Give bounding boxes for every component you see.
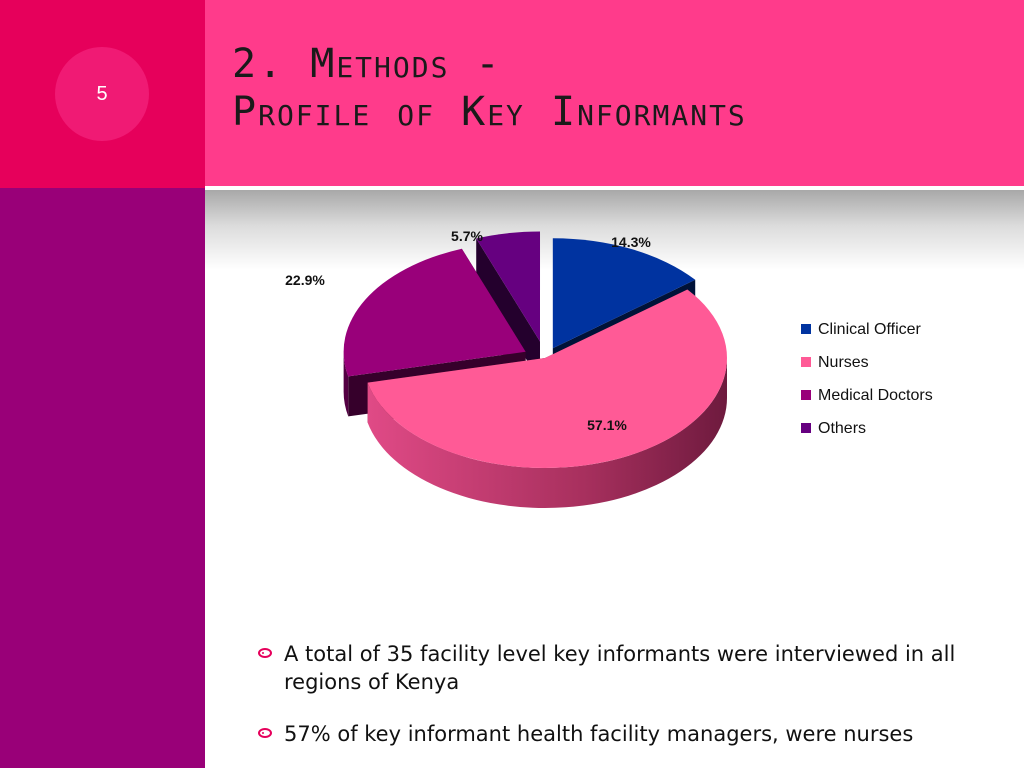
legend-entry: Clinical Officer xyxy=(818,321,922,338)
bullet-item: A total of 35 facility level key informa… xyxy=(258,640,998,696)
legend-swatch xyxy=(801,390,811,400)
slice-top xyxy=(476,231,541,342)
header-divider xyxy=(205,186,1024,190)
legend-entry: Nurses xyxy=(818,354,869,371)
slice-top xyxy=(343,248,526,377)
pie-chart: 14.3% 57.1% 22.9% 5.7% Clinical Officer Nurs… xyxy=(285,228,933,509)
slide-number: 5 xyxy=(96,82,108,105)
slide-title: 2. Methods - Profile of Key Informants xyxy=(232,40,1012,136)
data-labels: 14.3% 57.1% 22.9% 5.7% xyxy=(285,228,651,433)
legend-swatch xyxy=(801,357,811,367)
legend-swatch xyxy=(801,324,811,334)
title-line-1: 2. Methods - xyxy=(232,41,502,87)
title-line-2: Profile of Key Informants xyxy=(232,89,747,135)
slice-outer-wall xyxy=(343,351,349,417)
pie-slices xyxy=(343,231,727,509)
bullet-item: 57% of key informant health facility man… xyxy=(258,720,998,748)
slice-top xyxy=(552,238,696,349)
legend-swatch xyxy=(801,423,811,433)
chart-legend: Clinical Officer Nurses Medical Doctors Oth… xyxy=(801,321,933,437)
circle-bullet-icon xyxy=(258,728,272,738)
header-band xyxy=(205,0,1024,186)
slice-wall xyxy=(476,238,541,382)
pie-slice-nurses xyxy=(367,289,727,509)
slice-outer-wall xyxy=(367,358,727,509)
circle-bullet-icon xyxy=(258,648,272,658)
data-label: 14.3% xyxy=(611,234,651,250)
left-accent-bar xyxy=(0,188,205,768)
slide-number-badge: 5 xyxy=(55,47,149,141)
bullet-text: 57% of key informant health facility man… xyxy=(284,722,914,746)
bullet-list: A total of 35 facility level key informa… xyxy=(258,640,998,768)
legend-entry: Others xyxy=(818,420,866,437)
legend-entry: Medical Doctors xyxy=(818,387,933,404)
data-label: 5.7% xyxy=(451,228,483,244)
pie-slice-others xyxy=(476,231,541,382)
data-label: 22.9% xyxy=(285,272,325,288)
slice-top xyxy=(367,289,727,468)
bullet-text: A total of 35 facility level key informa… xyxy=(284,642,956,694)
data-label: 57.1% xyxy=(587,417,627,433)
